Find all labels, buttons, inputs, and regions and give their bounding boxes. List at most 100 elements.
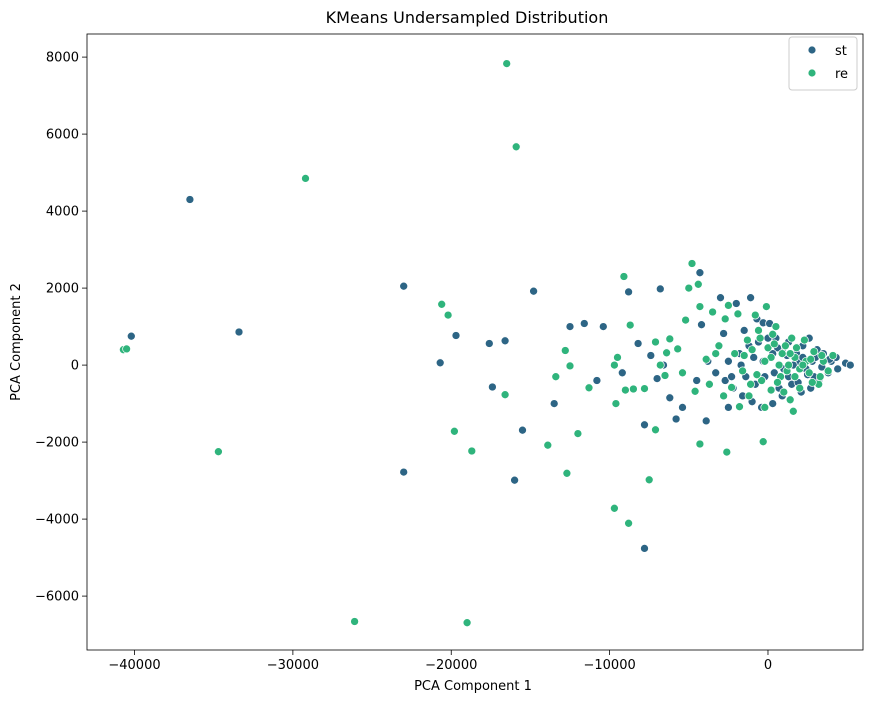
point-re [443, 310, 453, 320]
point-st [529, 286, 538, 296]
point-st [640, 544, 649, 553]
point-re [714, 341, 724, 351]
point-re [655, 360, 665, 370]
point-re [735, 402, 744, 412]
legend-label-st: st [835, 44, 847, 59]
point-st [724, 356, 733, 366]
x-tick-label: −20000 [425, 658, 477, 673]
point-st [484, 339, 494, 348]
point-re [779, 387, 789, 397]
point-re [754, 326, 763, 335]
point-re [766, 353, 776, 362]
point-st [518, 425, 527, 435]
point-re [750, 310, 760, 320]
point-re [804, 368, 814, 378]
point-st [695, 268, 705, 278]
point-re [784, 360, 793, 370]
point-re [738, 366, 747, 376]
point-st [701, 416, 711, 426]
point-re [790, 372, 800, 382]
point-re [730, 349, 740, 358]
point-re [301, 174, 310, 183]
point-re [214, 447, 223, 457]
point-st [126, 331, 136, 341]
point-re [562, 468, 572, 478]
point-st [488, 382, 497, 392]
point-re [613, 353, 622, 362]
x-tick-label: −10000 [583, 658, 635, 673]
point-st [749, 353, 759, 362]
point-re [560, 346, 570, 355]
y-tick-label: 0 [71, 359, 79, 374]
point-re [625, 320, 635, 330]
point-re [800, 335, 809, 345]
point-re [573, 429, 583, 438]
point-re [774, 360, 784, 370]
point-re [705, 379, 714, 389]
point-re [762, 302, 771, 311]
point-st [399, 467, 409, 477]
points-layer [119, 59, 855, 628]
point-st [720, 376, 730, 385]
point-re [584, 383, 594, 393]
y-axis-label: PCA Component 2 [9, 283, 24, 401]
point-re [795, 383, 805, 393]
point-re [629, 384, 638, 394]
legend-marker-re [807, 68, 817, 78]
point-re [792, 343, 801, 353]
point-re [681, 315, 690, 325]
point-re [766, 385, 776, 395]
point-re [787, 333, 797, 343]
point-re [665, 334, 675, 344]
point-re [610, 360, 619, 370]
point-re [565, 361, 575, 371]
point-re [781, 341, 790, 351]
y-axis: −6000 −4000 −2000 0 2000 4000 6000 8000 [35, 51, 87, 605]
point-re [757, 376, 766, 385]
point-re [722, 447, 732, 457]
legend-box [788, 36, 858, 91]
point-st [768, 399, 778, 408]
point-re [771, 322, 781, 331]
point-st [665, 393, 675, 403]
point-re [733, 309, 743, 319]
point-re [807, 378, 817, 387]
point-re [701, 354, 711, 364]
point-re [502, 59, 512, 68]
point-re [806, 354, 816, 364]
point-re [640, 384, 649, 393]
point-re [711, 349, 721, 358]
point-re [758, 437, 768, 447]
point-st [727, 372, 736, 382]
point-st [692, 376, 702, 385]
point-st [769, 368, 779, 378]
point-re [720, 314, 730, 324]
point-st [678, 403, 687, 412]
point-st [185, 195, 195, 204]
legend-marker-st [807, 45, 817, 55]
point-re [467, 446, 477, 456]
y-tick-label: −2000 [35, 436, 79, 451]
point-re [673, 344, 683, 354]
point-re [768, 329, 778, 339]
point-st [592, 376, 602, 385]
point-st [510, 475, 519, 485]
point-st [724, 403, 733, 412]
point-re [743, 335, 752, 345]
point-st [579, 319, 589, 328]
point-re [693, 279, 703, 289]
point-st [731, 299, 741, 308]
point-re [708, 307, 717, 317]
point-re [690, 386, 700, 396]
point-re [687, 259, 697, 268]
point-st [624, 287, 633, 297]
plot-area [87, 34, 863, 650]
y-tick-label: −6000 [35, 590, 79, 605]
point-re [763, 343, 773, 353]
point-st [711, 368, 721, 378]
point-re [551, 372, 561, 382]
y-tick-label: 6000 [46, 128, 79, 143]
point-re [746, 379, 755, 389]
point-re [350, 617, 359, 626]
